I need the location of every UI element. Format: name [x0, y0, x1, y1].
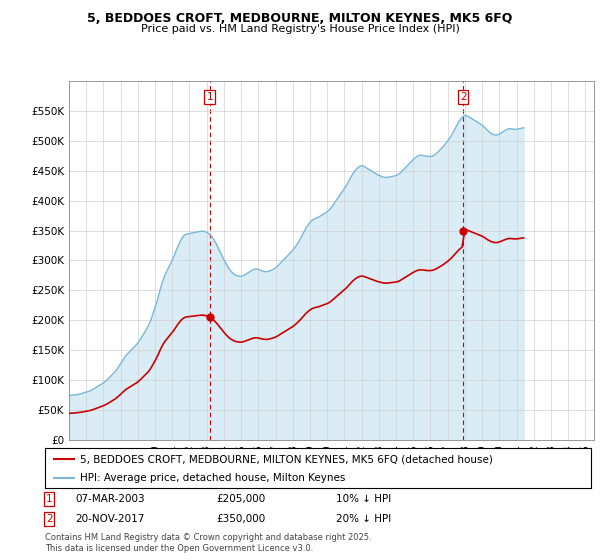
Text: 20% ↓ HPI: 20% ↓ HPI	[336, 514, 391, 524]
Text: 5, BEDDOES CROFT, MEDBOURNE, MILTON KEYNES, MK5 6FQ (detached house): 5, BEDDOES CROFT, MEDBOURNE, MILTON KEYN…	[80, 454, 493, 464]
Text: 2: 2	[46, 514, 53, 524]
Text: £205,000: £205,000	[216, 494, 265, 504]
Text: Price paid vs. HM Land Registry's House Price Index (HPI): Price paid vs. HM Land Registry's House …	[140, 24, 460, 34]
Text: Contains HM Land Registry data © Crown copyright and database right 2025.
This d: Contains HM Land Registry data © Crown c…	[45, 533, 371, 553]
Text: £350,000: £350,000	[216, 514, 265, 524]
Text: 1: 1	[206, 92, 213, 102]
Text: 10% ↓ HPI: 10% ↓ HPI	[336, 494, 391, 504]
Text: 2: 2	[460, 92, 466, 102]
Text: 1: 1	[46, 494, 53, 504]
Text: 5, BEDDOES CROFT, MEDBOURNE, MILTON KEYNES, MK5 6FQ: 5, BEDDOES CROFT, MEDBOURNE, MILTON KEYN…	[88, 12, 512, 25]
Text: 20-NOV-2017: 20-NOV-2017	[75, 514, 145, 524]
Text: HPI: Average price, detached house, Milton Keynes: HPI: Average price, detached house, Milt…	[80, 473, 346, 483]
Text: 07-MAR-2003: 07-MAR-2003	[75, 494, 145, 504]
